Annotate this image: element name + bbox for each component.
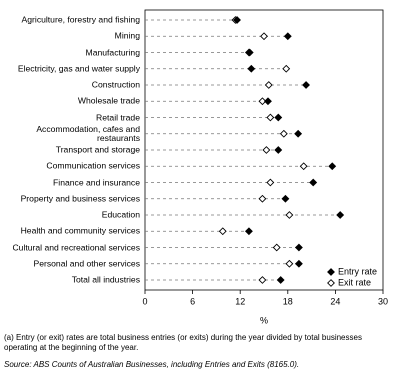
x-tick-label: 18: [283, 296, 293, 306]
source: Source: ABS Counts of Australian Busines…: [4, 360, 300, 369]
dot: [276, 276, 285, 284]
category-label: Mining: [114, 30, 140, 41]
category-label: Finance and insurance: [53, 177, 140, 187]
legend-label: Exit rate: [338, 277, 371, 287]
dot: [266, 113, 275, 122]
category-label: Personal and other services: [33, 258, 140, 269]
dot: [258, 97, 267, 106]
dot: [294, 129, 303, 138]
dot: [266, 178, 275, 187]
dot: [247, 64, 256, 73]
category-label: Construction: [91, 79, 140, 90]
category-label: Cultural and recreational services: [12, 242, 140, 252]
dot: [244, 227, 253, 236]
dot: [279, 129, 288, 138]
dot: [283, 32, 292, 41]
x-tick-label: 30: [378, 296, 388, 306]
category-label: Property and business services: [20, 193, 140, 204]
dot: [299, 162, 308, 171]
category-label: Agriculture, forestry and fishing: [21, 14, 140, 25]
category-label: Education: [101, 209, 140, 220]
category-label: Wholesale trade: [77, 95, 140, 106]
dot: [285, 259, 294, 268]
x-tick-label: 6: [190, 296, 195, 306]
dot: [274, 146, 283, 154]
category-label: Electricity, gas and water supply: [17, 63, 140, 74]
dot: [309, 178, 318, 187]
category-label: Communication services: [46, 160, 140, 171]
legend-marker: [327, 279, 335, 287]
dot: [294, 259, 303, 268]
dot: [294, 243, 303, 252]
dot: [264, 97, 272, 106]
dot: [282, 64, 291, 73]
dot: [281, 194, 290, 203]
dot: [262, 146, 271, 154]
x-tick-label: 24: [330, 296, 340, 306]
dot: [274, 113, 283, 122]
dot: [272, 243, 281, 252]
x-tick-label: 0: [142, 296, 147, 306]
dot: [233, 16, 241, 24]
dot: [260, 32, 268, 41]
category-label: Retail trade: [96, 112, 140, 122]
dot: [336, 211, 345, 219]
dot: [328, 162, 337, 171]
dot: [264, 81, 273, 89]
category-label: Manufacturing: [85, 47, 140, 57]
x-axis-label: %: [260, 315, 268, 325]
category-label: Health and community services: [20, 225, 140, 236]
category-label: Accommodation, cafes and restaurants: [36, 123, 140, 143]
dot: [258, 194, 267, 203]
dot: [302, 81, 310, 89]
dot: [285, 211, 294, 219]
dot: [244, 48, 253, 57]
category-label: Transport and storage: [55, 144, 140, 155]
dot: [218, 227, 227, 236]
dot: [258, 276, 267, 284]
legend-label: Entry rate: [338, 266, 377, 276]
footnote: (a) Entry (or exit) rates are total busi…: [4, 333, 362, 352]
category-label: Total all industries: [71, 274, 140, 285]
legend-marker: [327, 268, 335, 276]
x-tick-label: 12: [235, 296, 245, 306]
